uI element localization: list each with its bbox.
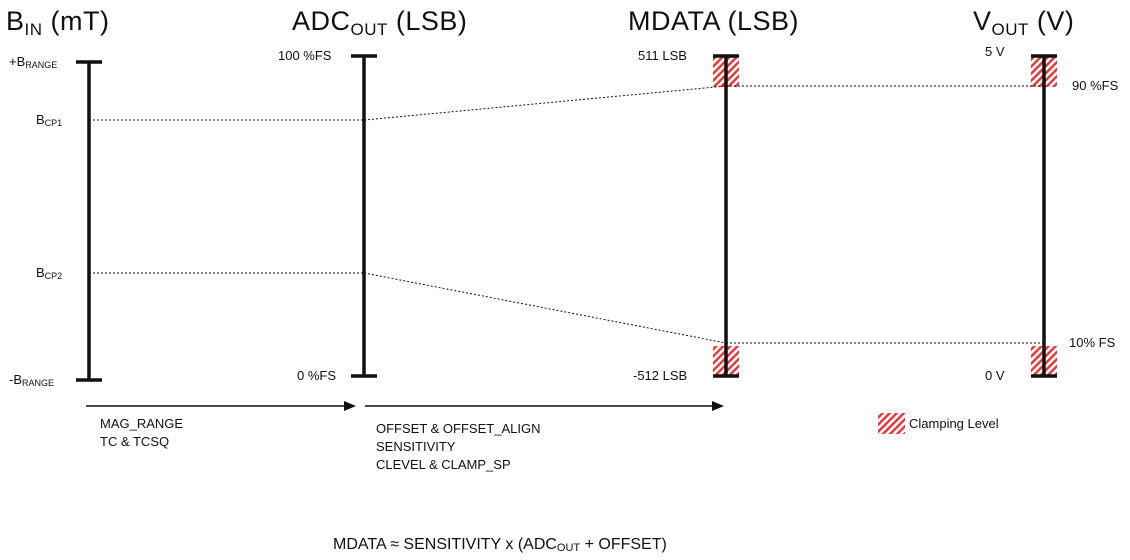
stage2-line: SENSITIVITY bbox=[376, 439, 456, 454]
header-mdata: MDATA (LSB) bbox=[628, 6, 800, 36]
header-bin: BIN (mT) bbox=[6, 6, 110, 39]
stage2-line: OFFSET & OFFSET_ALIGN bbox=[376, 421, 541, 436]
vout-top-label: 5 V bbox=[985, 44, 1005, 59]
stage2-notes: OFFSET & OFFSET_ALIGN SENSITIVITY CLEVEL… bbox=[376, 420, 540, 474]
stage1-line: MAG_RANGE bbox=[100, 416, 184, 431]
vout-upper-clamp-label: 90 %FS bbox=[1072, 78, 1119, 93]
stage1-arrow bbox=[86, 401, 356, 411]
stage2-arrow bbox=[365, 401, 724, 411]
vout-axis bbox=[1031, 54, 1057, 378]
mdata-bottom-label: -512 LSB bbox=[633, 368, 688, 383]
stage1-line: TC & TCSQ bbox=[100, 434, 170, 449]
adc-axis bbox=[351, 54, 377, 378]
mdata-axis bbox=[713, 54, 739, 378]
adc-bottom-label: 0 %FS bbox=[297, 368, 337, 383]
stage2-line: CLEVEL & CLAMP_SP bbox=[376, 457, 511, 472]
bin-top-label: +BRANGE bbox=[9, 54, 58, 70]
bin-axis bbox=[76, 60, 102, 382]
bin-cp1-label: BCP1 bbox=[36, 112, 63, 128]
legend-label: Clamping Level bbox=[909, 416, 999, 431]
header-vout: VOUT (V) bbox=[973, 6, 1075, 39]
adc-top-label: 100 %FS bbox=[278, 48, 332, 63]
legend-swatch bbox=[878, 413, 905, 434]
formula: MDATA ≈ SENSITIVITY x (ADCOUT + OFFSET) bbox=[333, 536, 667, 554]
bin-bottom-label: -BRANGE bbox=[9, 372, 55, 388]
bin-cp2-label: BCP2 bbox=[36, 265, 63, 281]
vout-bottom-label: 0 V bbox=[985, 368, 1005, 383]
mapping-lines bbox=[89, 85, 1044, 344]
stage1-notes: MAG_RANGE TC & TCSQ bbox=[100, 415, 183, 451]
vout-lower-clamp-label: 10% FS bbox=[1069, 335, 1116, 350]
mdata-top-label: 511 LSB bbox=[638, 48, 687, 63]
header-adc: ADCOUT (LSB) bbox=[292, 6, 468, 39]
